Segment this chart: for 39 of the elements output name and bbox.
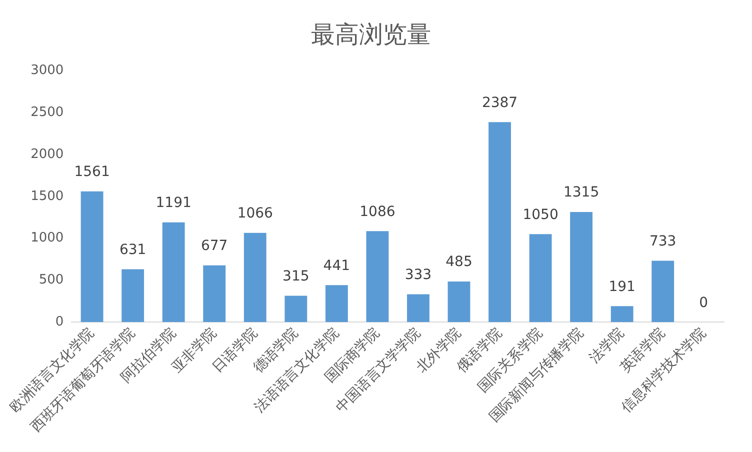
bar [529, 234, 552, 322]
bar [122, 269, 144, 322]
data-label: 677 [200, 238, 228, 254]
y-tick-label: 2500 [30, 105, 64, 120]
data-label: 0 [699, 294, 708, 311]
data-label: 333 [404, 266, 432, 283]
bar [407, 294, 430, 322]
data-label: 315 [282, 268, 310, 284]
data-label: 1315 [563, 184, 600, 201]
data-label: 1050 [522, 206, 558, 223]
data-label: 733 [649, 233, 676, 250]
bar [325, 285, 348, 322]
data-label: 441 [323, 258, 350, 274]
chart-title: 最高浏览量 [311, 20, 431, 49]
bar [488, 122, 511, 322]
y-tick-label: 500 [38, 272, 64, 288]
bar [652, 260, 674, 322]
y-tick-label: 1500 [30, 188, 64, 204]
y-tick-label: 0 [55, 314, 64, 330]
data-label: 2387 [482, 94, 518, 111]
data-label: 485 [446, 254, 472, 270]
data-label: 1191 [156, 194, 192, 211]
bar [203, 265, 226, 322]
bar [162, 222, 185, 322]
y-tick-label: 3000 [30, 63, 64, 78]
data-label: 631 [119, 242, 146, 258]
data-label: 1561 [74, 164, 110, 180]
data-label: 191 [608, 278, 636, 295]
bar [284, 296, 308, 322]
bar [366, 231, 389, 322]
bar [244, 232, 266, 322]
bar [610, 306, 634, 322]
y-tick-label: 2000 [30, 146, 64, 162]
bar [80, 191, 104, 322]
data-label: 1086 [360, 204, 396, 220]
y-tick-label: 1000 [30, 230, 64, 246]
data-label: 1066 [237, 205, 274, 222]
bar [448, 281, 470, 322]
bar [570, 212, 593, 322]
